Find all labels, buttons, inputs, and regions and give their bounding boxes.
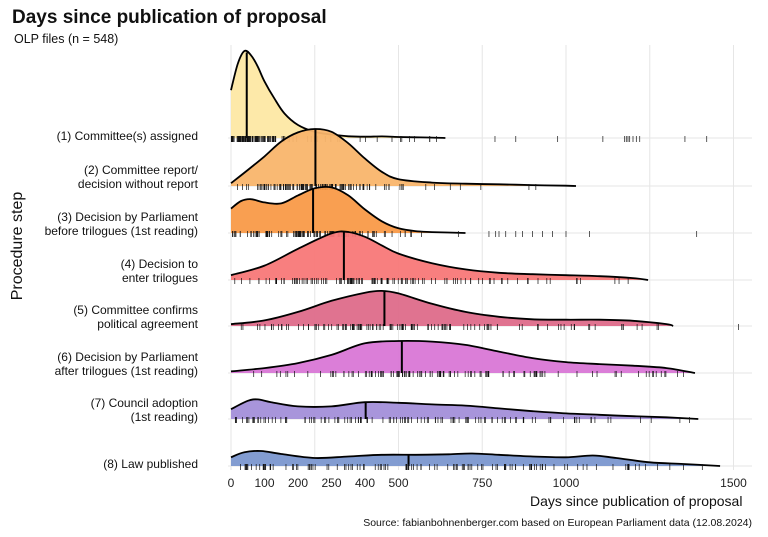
row-label: before trilogues (1st reading) [45, 224, 198, 238]
ridge-density-outline [230, 230, 649, 281]
x-tick-label: 1000 [553, 476, 580, 490]
rug-ticks [240, 324, 739, 330]
ridge-density-outline [230, 49, 446, 139]
row-label: (2) Committee report/ [84, 163, 199, 177]
row-label: (1) Committee(s) assigned [57, 129, 198, 143]
rug-ticks [240, 464, 703, 470]
x-tick-label: 750 [472, 476, 492, 490]
ridge-series: (8) Law published [103, 450, 721, 471]
chart-title: Days since publication of proposal [12, 7, 327, 28]
ridge-density-outline [230, 128, 577, 187]
row-label: (1st reading) [131, 410, 198, 424]
ridge-series: (7) Council adoption(1st reading) [91, 396, 699, 424]
row-label: enter trilogues [122, 271, 198, 285]
rug-ticks [232, 231, 698, 237]
chart-subtitle: OLP files (n = 548) [14, 32, 119, 46]
ridge-density-outline [230, 398, 699, 420]
rug-ticks [253, 371, 684, 377]
ridge-density-area [231, 186, 466, 233]
row-label: decision without report [78, 177, 199, 191]
x-tick-label: 250 [321, 476, 341, 490]
y-axis-label: Procedure step [9, 191, 26, 301]
ridge-density-area [231, 50, 446, 138]
x-tick-label: 500 [388, 476, 408, 490]
ridge-density-outline [230, 185, 466, 234]
row-label: (5) Committee confirms [73, 303, 198, 317]
ridge-density-area [231, 340, 695, 373]
row-label: (8) Law published [103, 457, 198, 471]
x-tick-label: 400 [355, 476, 375, 490]
x-tick-label: 1500 [720, 476, 747, 490]
ridge-density-area [231, 450, 721, 466]
ridge-density-outline [230, 339, 696, 374]
ridge-density-area [231, 290, 674, 326]
row-label: political agreement [97, 317, 198, 331]
ridge-density-outline [230, 289, 674, 327]
row-label: (4) Decision to [121, 257, 199, 271]
grid-lines [230, 45, 734, 470]
row-label: after trilogues (1st reading) [55, 364, 198, 378]
ridge-series: (1) Committee(s) assigned [57, 49, 708, 143]
rug-ticks [234, 278, 629, 284]
rug-ticks [234, 417, 691, 423]
ridge-density-area [231, 399, 699, 419]
ridge-density-area [231, 231, 649, 280]
x-axis-label: Days since publication of proposal [530, 493, 743, 509]
x-tick-label: 200 [288, 476, 308, 490]
row-label: (7) Council adoption [91, 396, 198, 410]
row-label: (6) Decision by Parliament [57, 350, 198, 364]
row-label: (3) Decision by Parliament [57, 210, 198, 224]
x-axis: 0 100 200 250 400 500 750 1000 1500 [228, 476, 748, 490]
ridge-density-outline [230, 450, 721, 467]
ridge-density-area [231, 128, 576, 186]
x-tick-label: 0 [228, 476, 235, 490]
source-note: Source: fabianbohnenberger.com based on … [363, 517, 752, 529]
x-tick-label: 100 [254, 476, 274, 490]
